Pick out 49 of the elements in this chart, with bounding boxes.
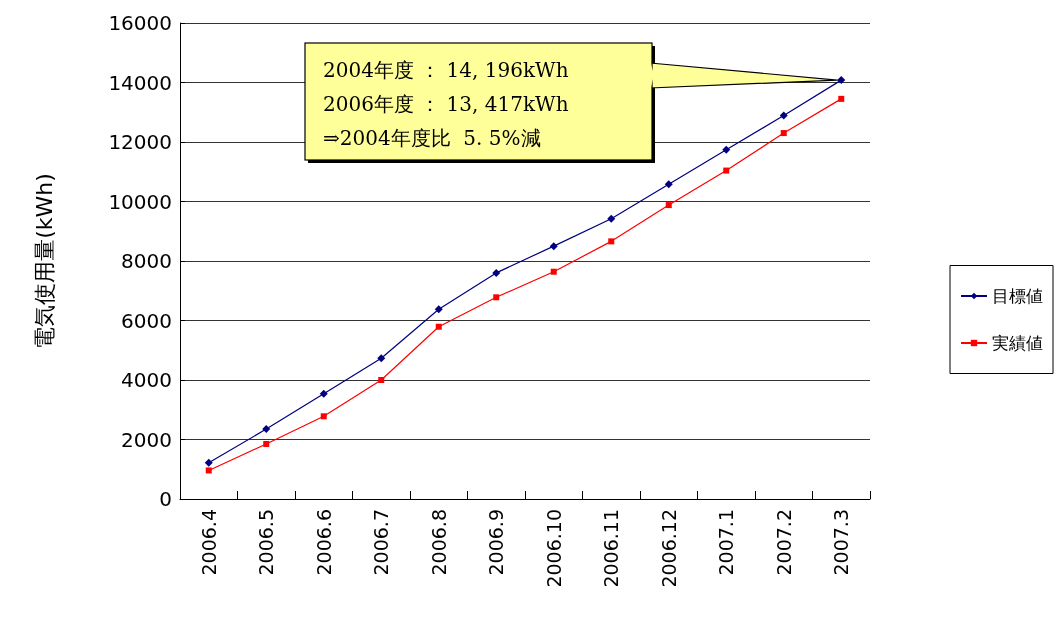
x-tick-label: 2007.1 <box>715 509 738 576</box>
x-tick-label: 2007.3 <box>830 509 853 576</box>
point <box>262 425 271 434</box>
x-tick-label: 2006.7 <box>370 509 393 576</box>
point <box>205 467 212 474</box>
x-tick-label: 2006.12 <box>657 509 680 588</box>
y-tick-label: 10000 <box>108 189 172 214</box>
legend-label: 実績値 <box>992 333 1043 353</box>
point <box>608 238 615 245</box>
x-tick-label: 2006.9 <box>485 509 508 576</box>
y-tick-label: 16000 <box>108 11 172 35</box>
point <box>204 458 213 467</box>
point <box>319 389 328 398</box>
point <box>434 305 443 314</box>
x-tick-label: 2006.8 <box>427 509 450 576</box>
y-tick-label: 6000 <box>121 308 172 333</box>
point <box>435 323 442 330</box>
y-axis-title: 電気使用量(kWh) <box>31 173 57 349</box>
point <box>607 214 616 223</box>
x-tick-label: 2006.6 <box>312 509 335 576</box>
point <box>837 76 846 85</box>
point <box>664 180 673 189</box>
point <box>723 167 730 174</box>
legend-label: 目標値 <box>992 286 1043 306</box>
point <box>550 268 557 275</box>
point <box>722 145 731 154</box>
x-tick-label: 2006.4 <box>197 509 220 576</box>
annotation: 2004年度 ： 14, 196kWh 2006年度 ： 13, 417kWh ⇒2004年度比 5. 5%減 <box>323 57 569 152</box>
x-tick-label: 2006.5 <box>255 509 278 576</box>
point <box>780 130 787 137</box>
point <box>320 413 327 420</box>
x-tick-label: 2006.10 <box>542 509 565 588</box>
x-tick-label: 2006.11 <box>600 509 623 588</box>
point <box>492 268 501 277</box>
y-tick-label: 2000 <box>121 427 172 452</box>
point <box>377 354 386 363</box>
y-tick-label: 14000 <box>108 70 172 95</box>
y-tick-label: 12000 <box>108 130 172 154</box>
point <box>263 440 270 447</box>
point <box>493 294 500 301</box>
x-tick-label: 2007.2 <box>772 509 795 576</box>
point <box>378 377 385 383</box>
y-tick-label: 8000 <box>121 249 172 273</box>
y-tick-label: 0 <box>159 487 172 511</box>
point <box>665 202 672 209</box>
point <box>549 242 558 251</box>
point <box>779 111 788 120</box>
point <box>838 95 845 102</box>
y-tick-label: 4000 <box>121 368 172 392</box>
